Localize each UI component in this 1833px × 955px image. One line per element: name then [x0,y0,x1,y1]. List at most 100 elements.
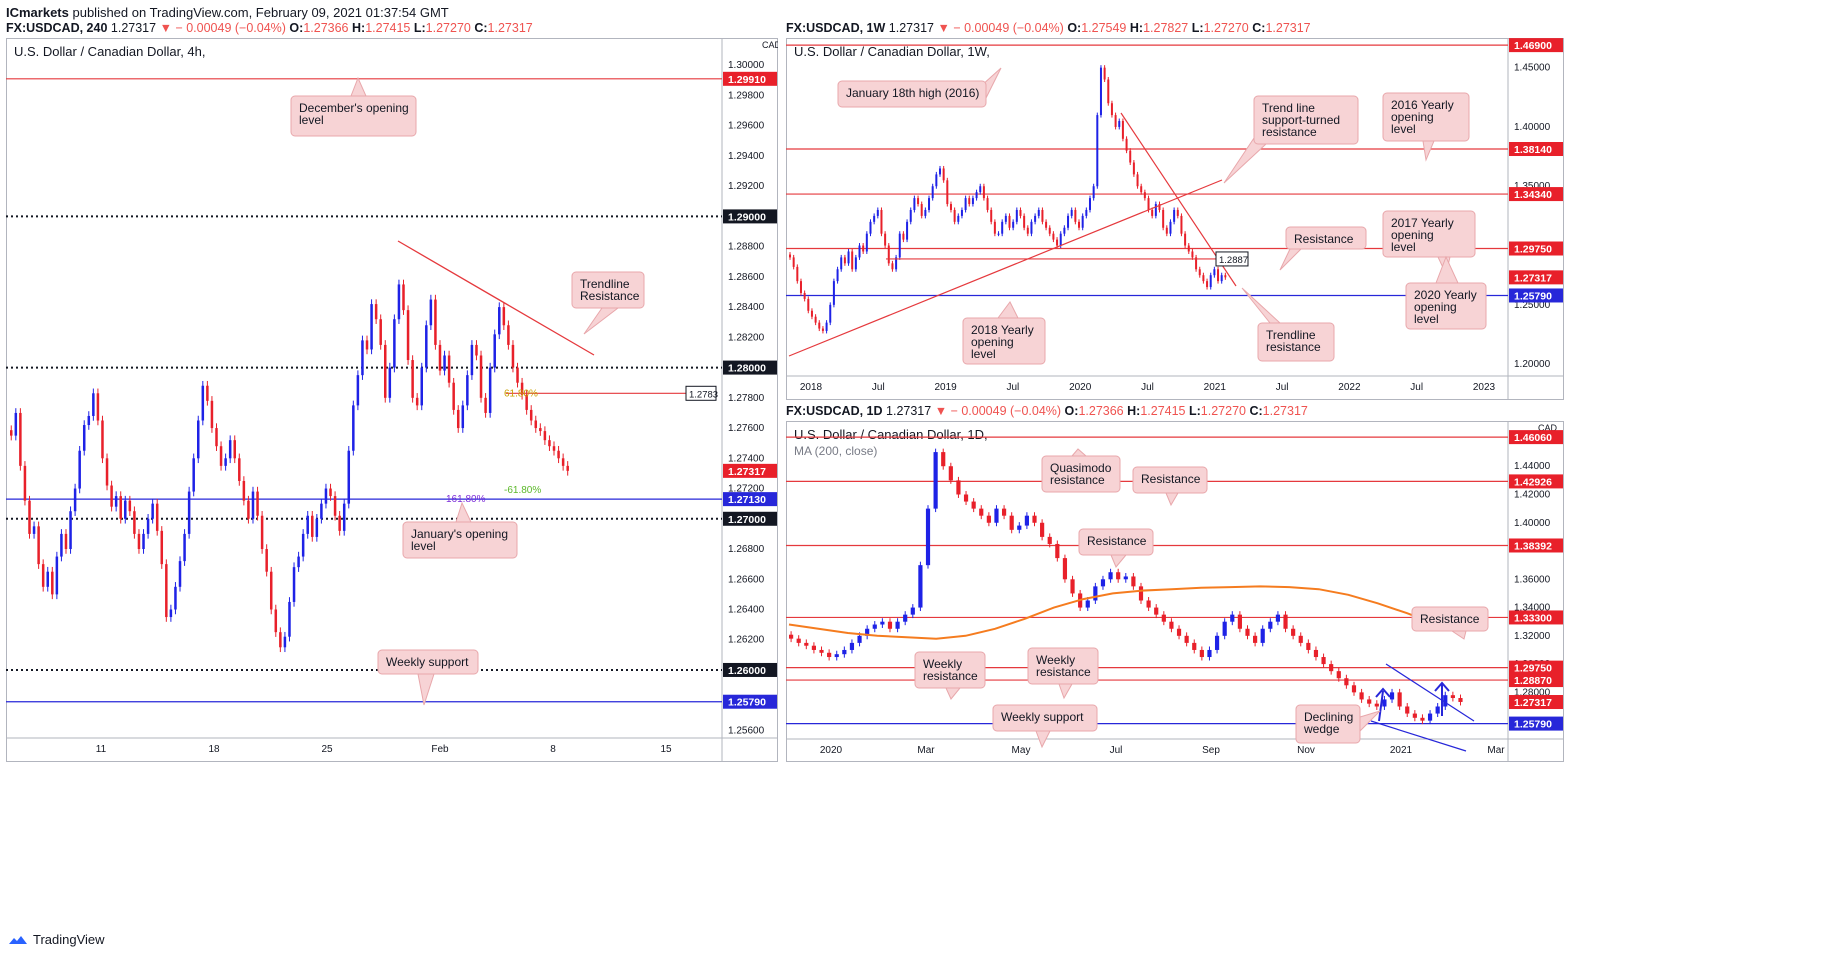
d1-price-tag-label: 1.27317 [1514,697,1552,709]
w1-callout-2017-text: level [1391,240,1416,254]
w1-candle-body [851,251,854,270]
w1-candle-body [858,245,861,258]
d1-candle-body [842,649,847,655]
h4-candle-body [507,325,510,345]
h4-candle-body [197,420,200,459]
w1-candle-body [957,215,960,222]
w1-xtick: 2021 [1204,382,1227,393]
w1-candle-body [1121,121,1124,139]
d1-candle-body [865,628,870,636]
w1-title: U.S. Dollar / Canadian Dollar, 1W, [794,44,990,59]
h4-candle-body [283,636,287,648]
d1-candle-body [1237,614,1242,629]
h4-chart[interactable]: U.S. Dollar / Canadian Dollar, 4h, CAD 1.3… [6,38,778,762]
d1-candle-body [1161,614,1166,622]
d1-candle-body [872,624,877,629]
h4-price-tag [723,662,777,677]
w1-candle-body [1114,115,1117,127]
d1-candle-body [1169,621,1174,629]
d1-callout-weekly-res-1-text: Weekly [923,657,962,671]
w1-candle-body [1008,215,1011,228]
d1-candle-body [1283,614,1288,629]
w1-callout-2018-text: opening [971,335,1014,349]
h4-xtick: 15 [660,744,672,755]
h4-candle-body [479,355,483,398]
h4-candle-body [333,496,337,516]
h4-candle-body [41,564,45,587]
h4-candle-body [114,496,118,507]
h4-callout-december-text: level [299,113,324,127]
d1-candle-body [933,452,938,509]
d1-callout-weekly-res-2-box [1027,647,1099,685]
h4-candle-body [429,299,433,326]
h4-ytick: 1.26800 [728,544,765,555]
d1-low: 1.27270 [1200,404,1246,418]
h4-candle-body [434,299,437,345]
w1-xtick: Jul [872,382,885,393]
h4-candle-body [520,382,524,395]
d1-candle-body [895,621,900,629]
h4-ytick: 1.28400 [728,302,765,313]
w1-callout-2017-text: opening [1391,228,1434,242]
h4-candle-body [133,511,136,534]
w1-candle-body [1118,121,1121,127]
d1-price-tag [1509,474,1563,489]
w1-candle-body [825,322,828,331]
w1-candle-body [1202,275,1205,282]
w1-high: 1.27827 [1143,21,1189,35]
h4-candle-body [192,458,195,492]
w1-chart[interactable]: U.S. Dollar / Canadian Dollar, 1W,CAD1.4… [786,38,1564,400]
h4-candle-body [265,549,268,572]
h4-candle-body [78,450,81,489]
h4-price-tag-label: 1.27000 [728,514,766,526]
h4-ytick: 1.27200 [728,484,765,495]
d1-candle-body [857,635,862,643]
w1-candle-body [1045,221,1048,228]
h4-candle-body [511,344,515,368]
w1-candle-body [880,209,883,234]
w1-candle-body [840,257,843,270]
d1-xtick: Nov [1297,745,1315,756]
w1-candle-body [902,233,905,240]
h4-candle-body [274,609,278,633]
h4-candle-body [342,503,346,531]
w1-candle-body [1096,115,1099,187]
h4-candle-body [502,307,506,326]
h4-price-tag [723,492,777,507]
tradingview-footer[interactable]: TradingView [8,932,105,947]
w1-candle-body [1001,221,1004,234]
d1-chart[interactable]: U.S. Dollar / Canadian Dollar, 1D, MA (20… [786,421,1564,762]
h4-ytick: 1.27400 [728,453,765,464]
d1-price-tag-label: 1.42926 [1514,476,1552,488]
d1-callout-wedge-text: wedge [1303,722,1340,736]
h4-xtick: 25 [321,744,333,755]
d1-candle-body [1389,692,1395,700]
w1-ytick: 1.40000 [1514,122,1551,133]
h4-xtick: 8 [550,744,556,755]
d1-ytick: 1.34000 [1514,603,1551,614]
h4-xtick: 18 [208,744,220,755]
h4-candle-body [169,609,173,618]
d1-candle-body [1374,703,1379,707]
w1-candle-body [931,186,934,199]
h4-candle-body [315,518,319,537]
h4-candle-body [411,360,414,398]
h4-ytick: 1.29400 [728,151,765,162]
d1-title: U.S. Dollar / Canadian Dollar, 1D, [794,427,988,442]
d1-candle-body [910,607,915,615]
h4-value-marker [685,385,717,401]
w1-callout-2020-text: level [1414,312,1439,326]
h4-price-tag-label: 1.29000 [728,211,766,223]
h4-candle-body [101,420,104,459]
w1-candle-body [865,233,868,252]
w1-callout-2020-text: opening [1414,300,1457,314]
h4-candle-body [397,284,401,320]
h4-candle-body [142,533,145,550]
h4-callout-january-text: level [411,539,436,553]
d1-candle-body [994,508,999,523]
h4-candle-body [92,393,95,416]
d1-candle-body [979,508,984,516]
w1-candle-body [1173,209,1176,222]
w1-price-tag [1509,142,1563,157]
w1-candle-body [821,328,824,331]
